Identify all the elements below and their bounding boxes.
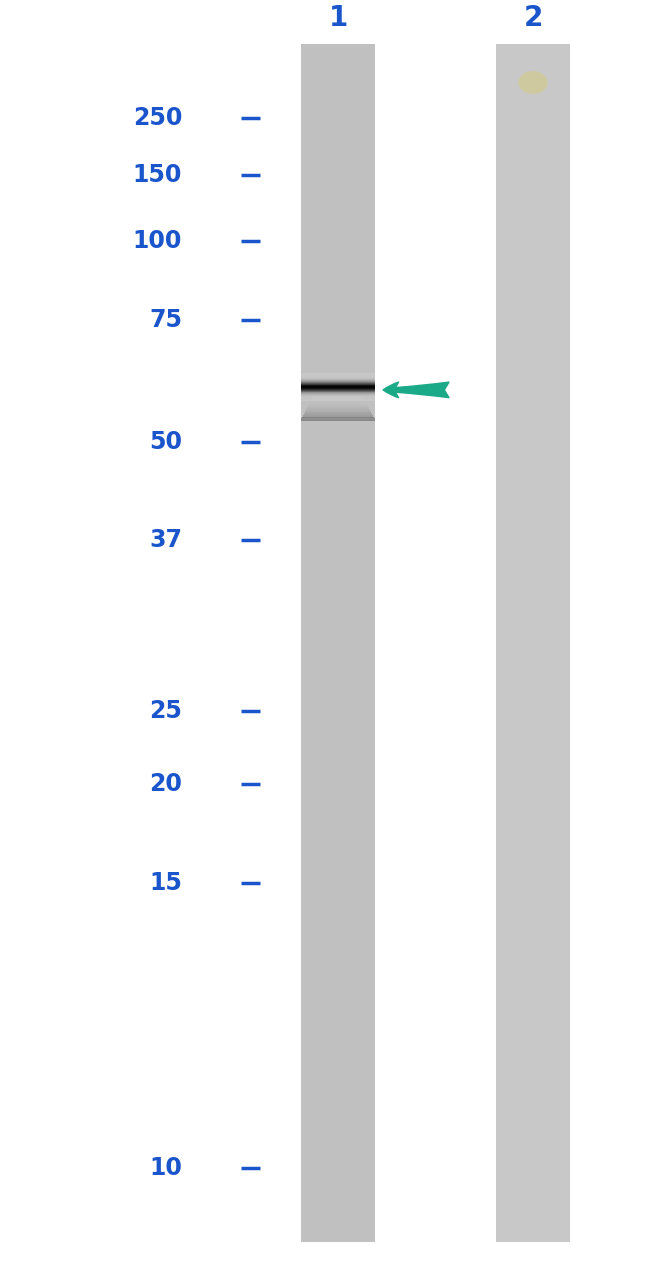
Text: 150: 150 (133, 164, 182, 187)
Text: 15: 15 (149, 871, 182, 894)
Text: 20: 20 (149, 772, 182, 795)
Text: 100: 100 (133, 230, 182, 253)
Text: 250: 250 (133, 107, 182, 130)
Text: 2: 2 (523, 4, 543, 32)
Text: 10: 10 (149, 1157, 182, 1180)
Text: 50: 50 (149, 431, 182, 453)
Bar (495, 44, 571, 1242)
Text: 1: 1 (328, 4, 348, 32)
Text: 25: 25 (149, 700, 182, 723)
Ellipse shape (519, 71, 547, 94)
Text: 37: 37 (149, 528, 182, 551)
Text: 75: 75 (149, 309, 182, 331)
Bar (300, 44, 376, 1242)
